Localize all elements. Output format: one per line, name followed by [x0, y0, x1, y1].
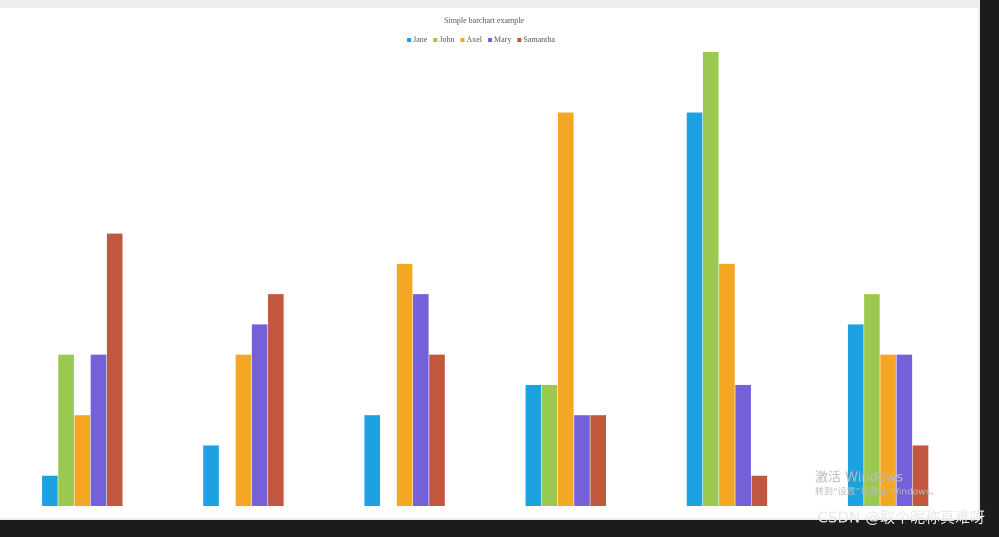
- bar: [590, 415, 606, 506]
- bar: [574, 415, 590, 506]
- bar: [413, 294, 429, 506]
- watermark: CSDN @取个昵称真难呀: [817, 509, 985, 527]
- bar: [735, 384, 751, 506]
- bar: [541, 384, 558, 506]
- chart-title: Simple barchart example: [444, 16, 524, 25]
- legend-label: Samantha: [523, 35, 555, 44]
- bar: [42, 475, 58, 506]
- legend-swatch: [433, 38, 438, 42]
- bar: [525, 384, 542, 506]
- legend-swatch: [517, 38, 522, 42]
- legend-label: John: [439, 35, 454, 44]
- bar: [847, 324, 864, 506]
- bar: [268, 294, 284, 506]
- bar: [364, 415, 381, 506]
- bar: [896, 354, 913, 506]
- legend: Jane John Axel Mary Samantha: [407, 35, 555, 44]
- bar: [235, 354, 252, 506]
- bar: [557, 112, 574, 507]
- activation-text: 激活 Windows: [815, 471, 903, 486]
- bars: [42, 52, 929, 507]
- legend-label: Jane: [413, 35, 428, 44]
- legend-label: Axel: [466, 35, 482, 44]
- bar: [912, 445, 929, 506]
- bar: [251, 324, 268, 506]
- bar: [880, 354, 896, 506]
- legend-swatch: [488, 38, 493, 42]
- bar: [864, 294, 880, 506]
- bar: [106, 233, 123, 506]
- bar: [203, 445, 219, 506]
- bar: [686, 112, 703, 507]
- activation-hint: 转到“设置”以激活 Windows。: [815, 486, 939, 498]
- legend-item: Axel: [460, 35, 483, 44]
- legend-item: Jane: [407, 35, 428, 44]
- bar: [702, 52, 719, 506]
- bar: [74, 415, 91, 506]
- plot-panel: [0, 8, 978, 518]
- bar: [429, 354, 445, 506]
- legend-item: John: [433, 35, 454, 44]
- bar: [58, 354, 74, 506]
- legend-item: Mary: [488, 35, 511, 44]
- legend-swatch: [407, 38, 412, 42]
- bar: [90, 354, 107, 506]
- bar: [719, 263, 735, 506]
- legend-label: Mary: [494, 35, 511, 44]
- legend-swatch: [460, 38, 465, 42]
- legend-item: Samantha: [517, 35, 555, 44]
- bar: [751, 475, 768, 506]
- bar: [396, 263, 413, 506]
